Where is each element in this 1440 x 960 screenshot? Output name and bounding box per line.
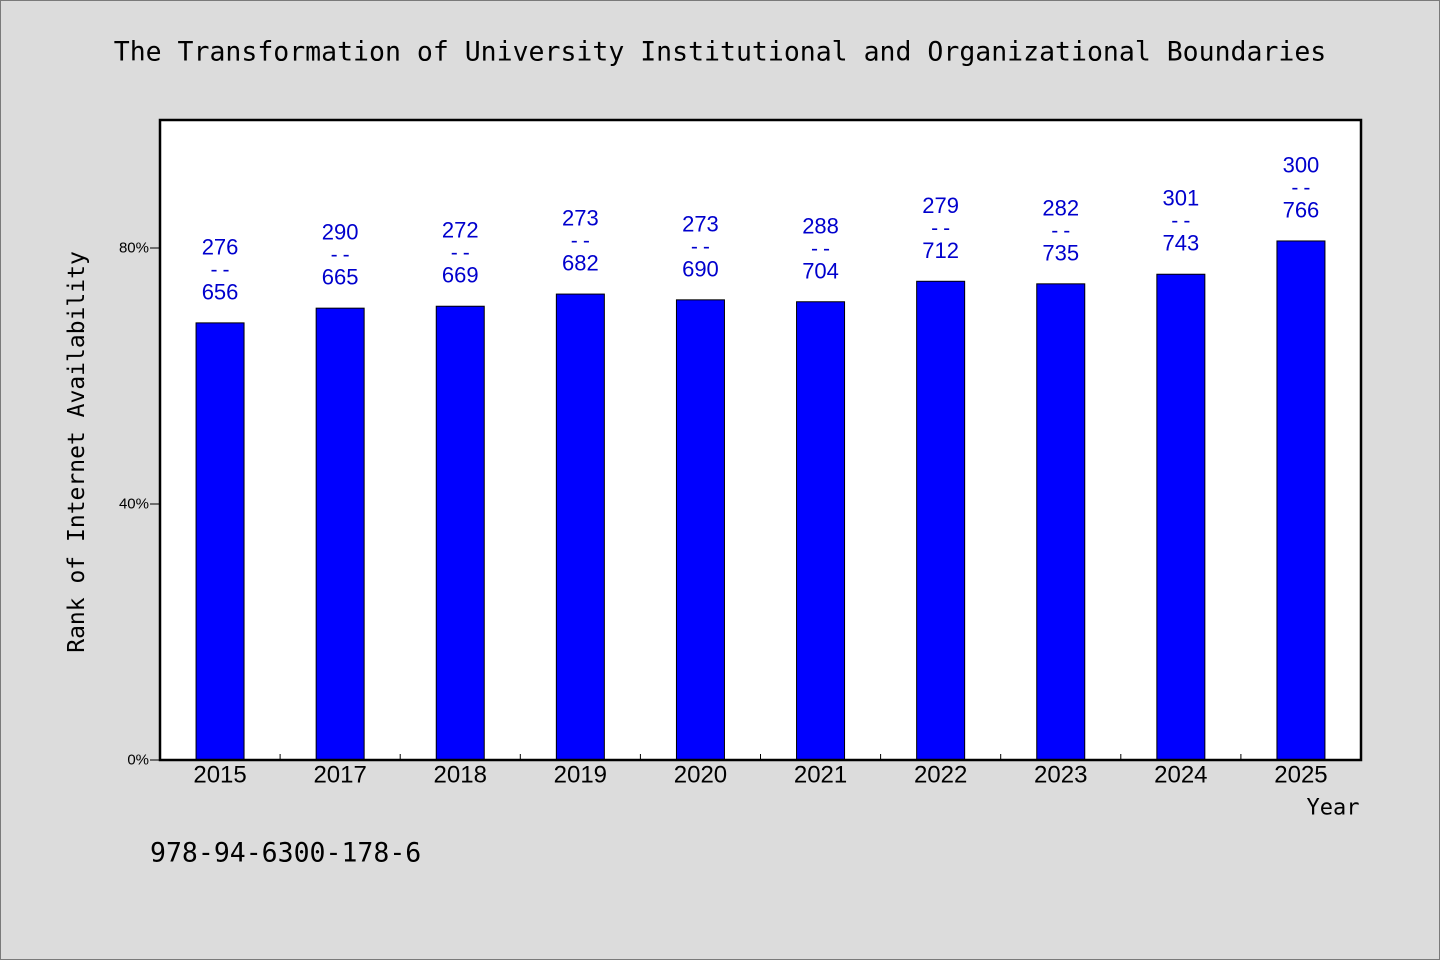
data-labels-group: 276--656290--665272--669273--682273--690…: [202, 152, 1320, 304]
x-tick-label-2019: 2019: [554, 762, 607, 789]
bar-2024: [1156, 273, 1206, 761]
data-label-2023-line-2: --: [1049, 218, 1073, 242]
bar-2022: [916, 280, 966, 761]
data-label-2019-line-1: 273: [562, 206, 599, 231]
data-label-2017-line-2: --: [328, 243, 352, 267]
x-tick-label-2021: 2021: [794, 762, 847, 789]
data-label-2021-line-3: 704: [802, 258, 839, 283]
data-label-2024-line-1: 301: [1162, 186, 1199, 211]
data-label-2017-line-3: 665: [322, 265, 359, 290]
y-tick-label: 40%: [119, 496, 149, 513]
data-label-2023-line-3: 735: [1042, 240, 1079, 265]
data-label-2022-line-1: 279: [922, 193, 959, 218]
bars-group: [195, 240, 1326, 761]
data-label-2018-line-3: 669: [442, 263, 479, 288]
data-label-2019-line-3: 682: [562, 251, 599, 276]
data-label-2017-line-1: 290: [322, 220, 359, 245]
y-axis-label: Rank of Internet Availability: [64, 251, 90, 653]
y-tick-label: 0%: [127, 752, 149, 769]
bar-2019: [555, 293, 605, 761]
data-label-2020-line-2: --: [688, 234, 712, 258]
data-label-2023-line-1: 282: [1042, 195, 1079, 220]
y-ticks-group: 0% 40% 80%: [119, 240, 160, 769]
data-label-2024-line-2: --: [1169, 209, 1193, 233]
x-tick-label-2024: 2024: [1154, 762, 1207, 789]
data-label-2015-line-1: 276: [202, 234, 239, 259]
x-tick-label-2022: 2022: [914, 762, 967, 789]
x-tick-labels-group: 2015 2017 2018 2019 2020 2021 2022 2023 2024 2025: [193, 762, 1327, 789]
data-label-2020-line-3: 690: [682, 256, 719, 281]
chart-title: The Transformation of University Institu…: [114, 37, 1327, 68]
y-tick-label: 80%: [119, 240, 149, 257]
data-label-2024-line-3: 743: [1162, 231, 1199, 256]
data-label-2022-line-2: --: [929, 216, 953, 240]
x-tick-label-2018: 2018: [434, 762, 487, 789]
bar-2023: [1036, 283, 1086, 761]
bar-2020: [675, 299, 725, 761]
x-tick-label-2015: 2015: [193, 762, 246, 789]
data-label-2015-line-3: 656: [202, 279, 239, 304]
bar-2015: [195, 322, 245, 761]
x-axis-label: Year: [1307, 796, 1360, 821]
x-tick-label-2017: 2017: [313, 762, 366, 789]
data-label-2022-line-3: 712: [922, 238, 959, 263]
data-label-2021-line-1: 288: [802, 213, 839, 238]
x-tick-label-2025: 2025: [1274, 762, 1327, 789]
data-label-2025-line-2: --: [1289, 175, 1313, 199]
data-label-2021-line-2: --: [809, 236, 833, 260]
data-label-2025-line-3: 766: [1283, 197, 1320, 222]
bar-2018: [435, 305, 485, 761]
data-label-2025-line-1: 300: [1283, 152, 1320, 177]
data-label-2020-line-1: 273: [682, 211, 719, 236]
footer-text: 978-94-6300-178-6: [150, 838, 421, 869]
bar-2021: [796, 301, 846, 761]
data-label-2015-line-2: --: [208, 257, 232, 281]
plot-frame: [158, 118, 1363, 762]
x-tick-label-2020: 2020: [674, 762, 727, 789]
data-label-2019-line-2: --: [568, 229, 592, 253]
bar-2017: [315, 307, 365, 761]
x-tick-label-2023: 2023: [1034, 762, 1087, 789]
data-label-2018-line-2: --: [448, 241, 472, 265]
bar-2025: [1276, 240, 1326, 761]
data-label-2018-line-1: 272: [442, 218, 479, 243]
